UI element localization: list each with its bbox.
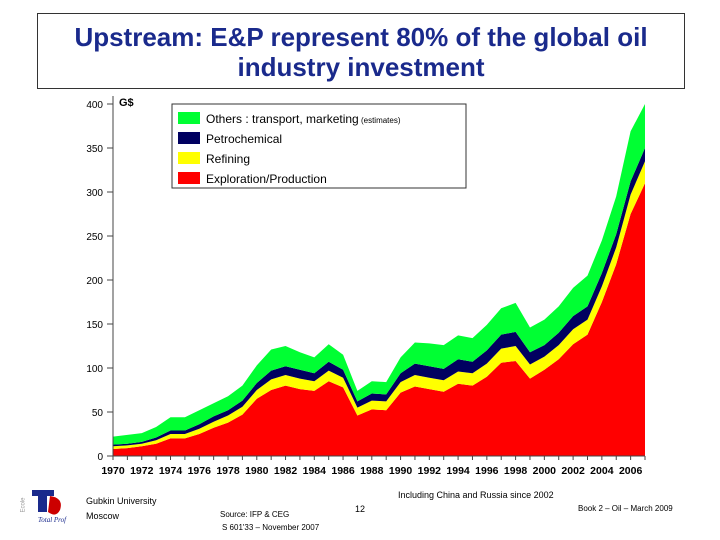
legend-swatch <box>178 112 200 124</box>
logo-text: Total Prof <box>38 516 67 524</box>
x-tick-label: 1974 <box>159 465 183 477</box>
x-tick-label: 2002 <box>561 465 585 477</box>
legend-box <box>171 103 467 189</box>
title-box: Upstream: E&P represent 80% of the globa… <box>37 13 685 89</box>
legend-swatch <box>178 132 200 144</box>
x-tick-label: 1992 <box>418 465 442 477</box>
x-tick-label: 1972 <box>130 465 154 477</box>
x-tick-label: 1988 <box>360 465 384 477</box>
x-tick-label: 1994 <box>446 465 470 477</box>
china-russia-note: Including China and Russia since 2002 <box>398 490 554 500</box>
institution-line1: Gubkin University <box>86 496 157 506</box>
x-tick-label: 1990 <box>389 465 413 477</box>
source-line2: S 601'33 – November 2007 <box>222 523 320 532</box>
y-tick-label: 350 <box>86 144 103 155</box>
legend-swatch <box>178 172 200 184</box>
legend-label: Exploration/Production <box>206 172 327 186</box>
x-tick-label: 1986 <box>331 465 355 477</box>
source-line1: Source: IFP & CEG <box>220 510 290 519</box>
y-tick-label: 50 <box>92 408 104 419</box>
legend-label: Others : transport, marketing (estimates… <box>206 112 401 126</box>
legend-swatch <box>178 152 200 164</box>
school-logo: Total Prof Ecole <box>20 488 76 528</box>
x-tick-label: 2004 <box>590 465 614 477</box>
logo-side-text: Ecole <box>20 497 27 513</box>
x-tick-label: 1998 <box>504 465 528 477</box>
x-tick-label: 1982 <box>274 465 298 477</box>
x-tick-label: 1978 <box>216 465 240 477</box>
y-tick-label: 200 <box>86 276 103 287</box>
legend-label: Refining <box>206 152 250 166</box>
x-tick-label: 1984 <box>303 465 327 477</box>
y-tick-label: 0 <box>97 452 103 463</box>
x-tick-label: 1976 <box>188 465 212 477</box>
x-tick-label: 2006 <box>619 465 643 477</box>
institution-line2: Moscow <box>86 511 120 521</box>
y-tick-label: 250 <box>86 232 103 243</box>
y-tick-label: 400 <box>86 100 103 111</box>
x-tick-label: 1980 <box>245 465 269 477</box>
x-tick-label: 1970 <box>101 465 125 477</box>
page-number: 12 <box>355 504 366 514</box>
y-tick-label: 150 <box>86 320 103 331</box>
book-reference: Book 2 – Oil – March 2009 <box>578 504 673 513</box>
y-tick-label: 300 <box>86 188 103 199</box>
legend-label: Petrochemical <box>206 132 282 146</box>
unit-label: G$ <box>119 97 134 109</box>
y-tick-label: 100 <box>86 364 103 375</box>
x-tick-label: 2000 <box>533 465 557 477</box>
page-title: Upstream: E&P represent 80% of the globa… <box>74 22 648 82</box>
x-tick-label: 1996 <box>475 465 499 477</box>
area-exploration-production <box>113 183 645 456</box>
